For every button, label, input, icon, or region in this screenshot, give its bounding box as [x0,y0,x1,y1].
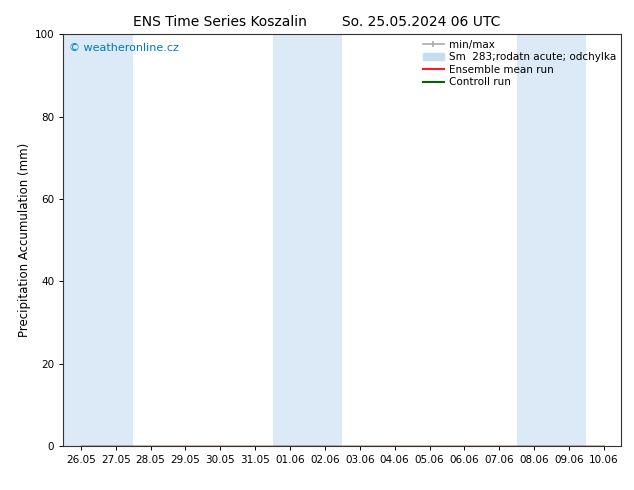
Bar [307,34,342,446]
Bar [517,34,552,446]
Bar [63,34,98,446]
Text: ENS Time Series Koszalin        So. 25.05.2024 06 UTC: ENS Time Series Koszalin So. 25.05.2024 … [133,15,501,29]
Legend: min/max, Sm  283;rodatn acute; odchylka, Ensemble mean run, Controll run: min/max, Sm 283;rodatn acute; odchylka, … [421,37,618,89]
Bar [273,34,307,446]
Y-axis label: Precipitation Accumulation (mm): Precipitation Accumulation (mm) [18,143,30,337]
Text: © weatheronline.cz: © weatheronline.cz [69,43,179,52]
Bar [552,34,586,446]
Bar [98,34,133,446]
